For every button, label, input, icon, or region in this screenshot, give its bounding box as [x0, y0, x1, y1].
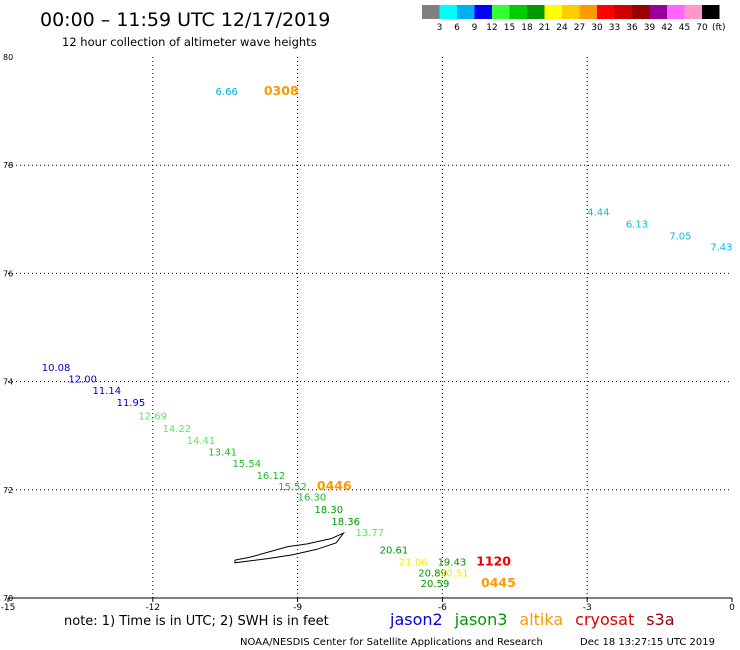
wave-height-label: 20.61	[380, 546, 409, 557]
x-tick-label: -9	[293, 603, 302, 613]
color-swatch	[597, 5, 615, 19]
wave-height-label: 4.44	[587, 208, 609, 219]
color-scale-label: 15	[504, 23, 515, 33]
wave-height-label: 11.14	[92, 386, 121, 397]
color-scale-unit: (ft)	[712, 23, 726, 33]
pass-time-label: 0446	[317, 478, 352, 493]
x-tick-label: -15	[1, 603, 16, 613]
wave-height-label: 16.12	[257, 471, 286, 482]
wave-height-label: 10.08	[42, 363, 71, 374]
wave-height-label: 19.43	[438, 558, 467, 569]
wave-height-label: 15.54	[232, 459, 261, 470]
color-swatch	[667, 5, 685, 19]
color-scale-label: 42	[661, 23, 672, 33]
color-swatch	[457, 5, 475, 19]
color-swatch	[527, 5, 545, 19]
x-tick-label: -3	[583, 603, 592, 613]
chart-title: 00:00 – 11:59 UTC 12/17/2019	[40, 9, 330, 31]
wave-height-label: 20.59	[421, 579, 450, 590]
pass-time-label: 0308	[264, 83, 299, 98]
y-tick-label: 80	[3, 53, 13, 62]
legend-altika: altika	[519, 610, 563, 629]
y-tick-label: 76	[3, 269, 13, 278]
color-scale-label: 39	[644, 23, 656, 33]
color-scale-label: 33	[609, 23, 620, 33]
color-scale-label: 18	[521, 23, 533, 33]
wave-height-label: 6.66	[216, 87, 238, 98]
color-swatch	[614, 5, 632, 19]
y-tick-label: 78	[3, 161, 13, 170]
footer-timestamp: Dec 18 13:27:15 UTC 2019	[580, 637, 715, 648]
wave-height-label: 11.95	[117, 398, 146, 409]
color-scale-label: 3	[437, 23, 443, 33]
y-tick-label: 70	[3, 594, 13, 603]
y-tick-label: 72	[3, 486, 13, 495]
footer-credit: NOAA/NESDIS Center for Satellite Applica…	[240, 637, 543, 648]
x-tick-label: -12	[145, 603, 160, 613]
chart-subtitle: 12 hour collection of altimeter wave hei…	[62, 35, 317, 49]
color-swatch	[439, 5, 457, 19]
coastline-outline	[234, 531, 346, 564]
satellite-legend: jason2 jason3 altika cryosat s3a	[389, 610, 675, 629]
legend-jason2: jason2	[389, 610, 443, 629]
legend-cryosat: cryosat	[575, 610, 634, 629]
wave-height-label: 16.30	[298, 493, 327, 504]
color-swatch	[422, 5, 440, 19]
wave-height-label: 7.43	[710, 243, 732, 254]
wave-height-labels: 6.66 4.44 6.13 7.05 7.43 10.0812.0011.1411.95…	[42, 83, 733, 590]
color-scale-label: 70	[696, 23, 708, 33]
x-tick-label: 0	[729, 603, 735, 613]
wave-height-label: 12.69	[138, 411, 167, 422]
color-swatch	[562, 5, 580, 19]
color-swatch	[649, 5, 667, 19]
color-swatch	[492, 5, 510, 19]
wave-height-label: 21.06	[399, 558, 428, 569]
color-scale-label: 36	[626, 23, 638, 33]
color-scale-label: 12	[486, 23, 497, 33]
color-swatch	[579, 5, 597, 19]
color-scale-label: 6	[454, 23, 460, 33]
wave-height-label: 12.00	[68, 375, 97, 386]
color-scale-label: 24	[556, 23, 568, 33]
color-swatch	[702, 5, 720, 19]
legend-s3a: s3a	[646, 610, 674, 629]
wave-height-label: 20.89	[418, 568, 447, 579]
wave-height-label: 7.05	[669, 231, 691, 242]
color-swatch	[632, 5, 650, 19]
color-swatch	[474, 5, 492, 19]
wave-height-label: 13.77	[356, 528, 385, 539]
wave-height-label: 14.41	[187, 436, 216, 447]
pass-time-label: 0445	[481, 575, 516, 590]
legend-jason3: jason3	[454, 610, 508, 629]
color-swatch	[684, 5, 702, 19]
grid-lines	[8, 57, 732, 598]
color-swatch	[509, 5, 527, 19]
color-scale-label: 45	[679, 23, 690, 33]
y-tick-label: 74	[3, 378, 13, 387]
wave-height-label: 18.30	[314, 505, 343, 516]
wave-height-label: 6.13	[626, 219, 648, 230]
wave-height-label: 18.36	[331, 517, 360, 528]
color-scale-label: 30	[591, 23, 603, 33]
wave-height-label: 20.51	[440, 568, 469, 579]
wave-height-label: 13.41	[208, 448, 237, 459]
coastline-shape	[234, 531, 346, 564]
wave-height-label: 14.22	[162, 424, 191, 435]
color-scale-label: 27	[574, 23, 585, 33]
color-scale-label: 9	[472, 23, 478, 33]
color-scale-bar: 3 6 9 12 15 18 21 24 27 30 33 36 39 42 45 70 (ft)	[422, 5, 726, 33]
color-swatch	[544, 5, 562, 19]
x-tick-label: -6	[438, 603, 447, 613]
note-text: note: 1) Time is in UTC; 2) SWH is in fe…	[64, 614, 329, 629]
pass-time-label: 1120	[476, 554, 511, 569]
axis-frame: -15 -12 -9 -6 -3 0 70 72 74 76 78 80	[1, 53, 735, 613]
color-scale-label: 21	[539, 23, 550, 33]
wave-height-label: 15.52	[278, 482, 307, 493]
